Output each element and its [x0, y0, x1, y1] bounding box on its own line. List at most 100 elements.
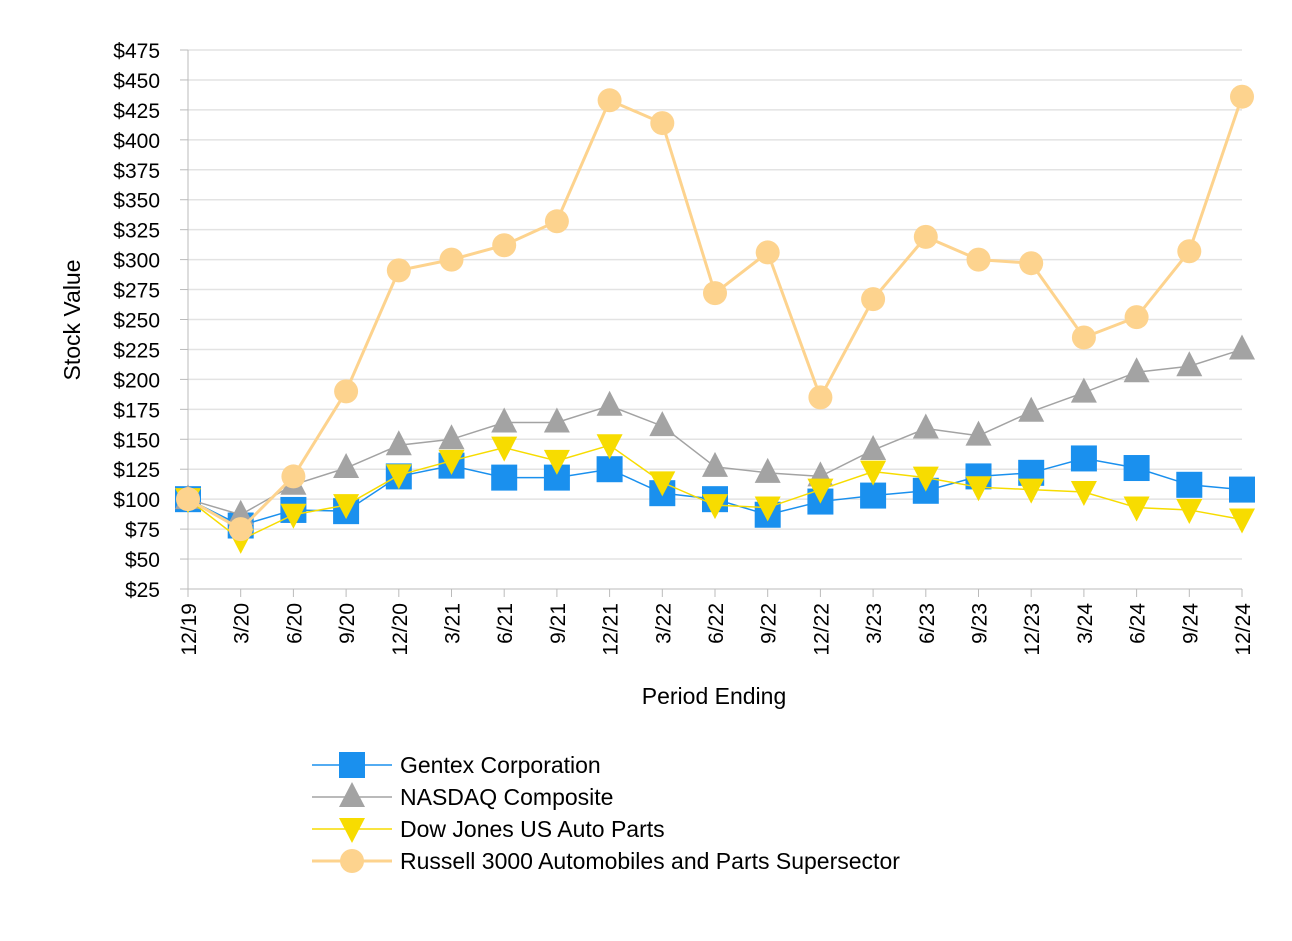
data-point: [912, 413, 939, 439]
legend-label: NASDAQ Composite: [400, 784, 613, 810]
data-point: [1176, 498, 1203, 524]
y-tick-label: $25: [125, 579, 160, 602]
data-point: [1176, 351, 1203, 377]
x-tick-label: 3/23: [863, 603, 886, 644]
data-point: [703, 281, 727, 306]
data-point: [385, 464, 412, 490]
data-point: [228, 517, 253, 542]
data-point: [438, 424, 465, 450]
data-point: [491, 464, 518, 491]
legend-marker: [339, 782, 365, 807]
x-tick-label: 9/23: [969, 603, 992, 644]
data-point: [438, 449, 465, 475]
data-point: [965, 420, 992, 446]
x-tick-label: 12/21: [600, 603, 623, 656]
data-point: [1071, 325, 1096, 350]
y-tick-label: $75: [125, 519, 160, 542]
data-point: [702, 494, 728, 520]
legend-item: Russell 3000 Automobiles and Parts Super…: [312, 848, 900, 874]
legend-item: Gentex Corporation: [312, 752, 601, 778]
data-point: [491, 436, 518, 462]
data-point: [860, 482, 887, 509]
legend-marker: [339, 818, 365, 843]
data-point: [544, 209, 569, 234]
data-point: [1123, 357, 1150, 383]
x-tick-label: 12/23: [1021, 603, 1044, 656]
y-tick-label: $175: [113, 399, 160, 422]
y-tick-label: $250: [113, 310, 160, 333]
data-point: [807, 478, 834, 504]
data-point: [1018, 396, 1045, 422]
data-point: [754, 457, 781, 483]
legend-marker: [339, 752, 365, 778]
data-point: [596, 456, 623, 483]
data-point: [227, 499, 254, 525]
data-point: [1124, 305, 1149, 330]
y-axis-ticks: $25 $50 $75 $100 $125 $150 $175 $200 $225 $250 $27…: [113, 40, 188, 602]
data-point: [176, 487, 200, 512]
x-tick-label: 12/24: [1232, 603, 1255, 656]
y-tick-label: $450: [113, 70, 160, 93]
x-tick-label: 9/21: [547, 603, 570, 644]
data-point: [334, 379, 359, 404]
y-tick-label: $100: [113, 489, 160, 512]
y-tick-label: $300: [113, 250, 160, 273]
data-point: [1177, 239, 1202, 264]
x-tick-label: 6/22: [705, 603, 728, 644]
data-point: [913, 224, 938, 249]
x-tick-label: 9/20: [336, 603, 359, 644]
y-tick-label: $400: [113, 130, 160, 153]
x-tick-label: 3/20: [231, 603, 254, 644]
legend-marker: [340, 849, 364, 873]
data-point: [649, 411, 676, 437]
data-point: [385, 430, 412, 456]
x-tick-label: 9/24: [1179, 603, 1202, 644]
x-axis-ticks: 12/19 3/20 6/20 9/20 12/20 3/21 6/21 9/21 12/21 3…: [178, 589, 1255, 656]
data-point: [1229, 508, 1255, 534]
legend: Gentex Corporation NASDAQ Composite Dow Jo…: [312, 752, 900, 874]
x-axis-label: Period Ending: [642, 683, 787, 709]
data-point: [439, 247, 464, 272]
data-point: [1070, 377, 1097, 403]
data-point: [543, 407, 570, 433]
gridlines: [188, 49, 1242, 560]
legend-label: Russell 3000 Automobiles and Parts Super…: [400, 848, 900, 874]
x-tick-label: 3/21: [442, 603, 465, 644]
data-point: [861, 287, 886, 312]
y-tick-label: $225: [113, 339, 160, 362]
data-point: [702, 451, 728, 477]
y-tick-label: $375: [113, 160, 160, 183]
data-point: [1018, 478, 1045, 504]
data-point: [1070, 445, 1097, 472]
y-tick-label: $475: [113, 40, 160, 63]
series-russell-3000-automobiles-and-parts-supersector: [176, 84, 1254, 542]
series-group: [175, 84, 1255, 554]
y-tick-label: $425: [113, 100, 160, 123]
y-tick-label: $200: [113, 369, 160, 392]
data-point: [281, 464, 306, 489]
data-point: [1229, 334, 1255, 360]
data-point: [280, 503, 307, 529]
x-tick-label: 3/24: [1074, 603, 1097, 644]
data-point: [649, 471, 676, 497]
data-point: [755, 240, 780, 265]
x-tick-label: 12/22: [810, 603, 833, 656]
data-point: [1230, 84, 1254, 109]
data-point: [1070, 480, 1097, 506]
data-point: [1176, 471, 1203, 498]
data-point: [808, 385, 833, 410]
data-point: [1123, 496, 1150, 522]
x-tick-label: 6/24: [1127, 603, 1150, 644]
data-point: [491, 407, 518, 433]
data-point: [754, 496, 781, 522]
legend-label: Dow Jones US Auto Parts: [400, 816, 665, 842]
data-point: [860, 460, 887, 486]
legend-label: Gentex Corporation: [400, 752, 601, 778]
y-axis-label: Stock Value: [59, 259, 85, 380]
legend-item: NASDAQ Composite: [312, 782, 613, 810]
data-point: [1019, 251, 1044, 276]
y-tick-label: $50: [125, 549, 160, 572]
data-point: [386, 258, 411, 283]
y-tick-label: $150: [113, 429, 160, 452]
